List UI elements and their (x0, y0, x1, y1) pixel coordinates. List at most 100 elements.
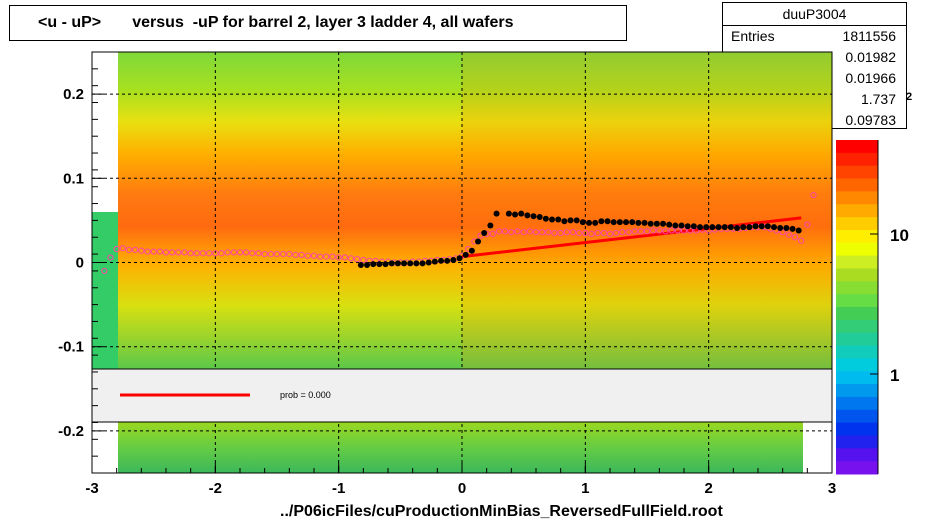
palette-swatch (836, 409, 878, 424)
mean-circle (249, 250, 256, 257)
mean-circle (551, 229, 558, 237)
mean-circle (144, 248, 151, 255)
mean-point (592, 219, 599, 226)
palette-swatch (836, 384, 878, 398)
palette-swatch (836, 371, 878, 385)
mean-circle (310, 252, 318, 259)
mean-circle (446, 256, 453, 263)
mean-circle (471, 238, 478, 245)
mean-point (561, 218, 568, 225)
mean-point (364, 262, 371, 269)
chart-title: <u - uP> versus -uP for barrel 2, layer … (9, 5, 627, 41)
mean-circle (736, 225, 743, 232)
mean-point (771, 224, 778, 231)
mean-circle (810, 192, 817, 199)
mean-point (524, 212, 531, 219)
mean-circle (378, 258, 385, 265)
mean-point (616, 219, 623, 226)
mean-circle (280, 250, 287, 258)
mean-point (512, 211, 519, 218)
mean-circle (113, 245, 120, 253)
mean-circle (162, 249, 170, 256)
mean-point (777, 224, 784, 231)
palette-swatch (836, 307, 878, 321)
mean-circle (175, 249, 182, 256)
mean-circle (717, 225, 725, 232)
mean-circle (304, 252, 311, 259)
stats-label: Mean y (731, 70, 777, 86)
grid (92, 52, 832, 473)
mean-circle (335, 254, 342, 261)
mean-point (795, 227, 802, 234)
x-tick-label: -2 (209, 480, 222, 497)
y-tick-label: 0.1 (63, 170, 84, 187)
mean-point (518, 210, 525, 217)
mean-circle (526, 228, 533, 235)
legend: prob = 0.000 (91, 368, 833, 423)
mean-circle (415, 258, 422, 265)
mean-point (376, 261, 383, 268)
mean-circle (693, 227, 700, 234)
mean-circle (545, 229, 552, 236)
mean-point (468, 247, 475, 254)
mean-circle (206, 250, 213, 257)
mean-circle (520, 229, 527, 236)
mean-circle (643, 228, 651, 235)
mean-circle (588, 230, 595, 237)
mean-circle (495, 228, 503, 235)
mean-point (653, 220, 660, 227)
mean-circle (699, 226, 706, 233)
axes: -3 -2 -1 0 1 2 3 -0.2 -0.1 0 0.1 0.2 (58, 51, 836, 497)
palette-swatch (836, 152, 878, 167)
palette-swatch (836, 255, 878, 269)
mean-point (431, 258, 438, 265)
plot-border (91, 51, 833, 474)
mean-circle (273, 250, 281, 258)
mean-point (388, 260, 395, 267)
mean-circle (742, 224, 749, 232)
mean-circle (372, 257, 379, 264)
stats-label: Mean x (731, 49, 777, 65)
mean-point (697, 224, 704, 231)
mean-circle (761, 224, 768, 231)
mean-circle (169, 249, 176, 256)
mean-circle (625, 229, 632, 236)
mean-circle (687, 227, 694, 234)
mean-circle (631, 228, 638, 235)
mean-circle (613, 229, 620, 237)
mean-point (444, 257, 451, 264)
mean-circle (767, 225, 774, 232)
mean-circle (668, 227, 675, 234)
mean-point (721, 224, 728, 231)
mean-circle (452, 255, 459, 262)
palette-swatch (836, 217, 878, 231)
x-tick-label: -1 (332, 480, 345, 497)
mean-circle (779, 229, 786, 236)
stats-value: 0.01966 (845, 70, 896, 86)
mean-point (475, 238, 482, 245)
stats-value: 0.09783 (845, 112, 896, 128)
mean-circle (323, 253, 330, 260)
mean-point (715, 224, 722, 231)
x-tick-label: 3 (828, 480, 836, 497)
mean-circle (347, 255, 355, 262)
mean-circle (557, 229, 564, 237)
mean-circle (434, 256, 441, 264)
mean-circle (791, 234, 799, 241)
mean-circle (107, 254, 114, 261)
mean-circle (255, 250, 262, 257)
mean-circle (508, 229, 515, 236)
mean-point (604, 218, 611, 225)
mean-circle (267, 250, 274, 258)
mean-circle (230, 249, 237, 256)
palette-swatch (836, 204, 878, 218)
mean-circle (199, 250, 207, 257)
mean-point (487, 222, 494, 229)
stats-name: duuP3004 (723, 3, 906, 26)
mean-point (438, 257, 445, 264)
mean-point (357, 262, 364, 269)
mean-circle (403, 259, 410, 266)
mean-circle (119, 245, 126, 252)
palette-swatch (836, 435, 878, 449)
mean-circle (181, 249, 188, 256)
